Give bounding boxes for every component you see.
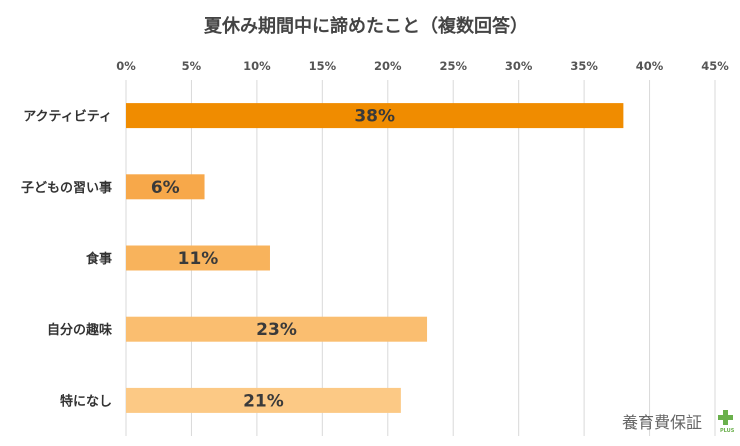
data-label: 23% bbox=[256, 320, 297, 340]
x-axis-ticks: 0% 5% 10% 15% 20% 25% 30% 35% 40% 45% bbox=[116, 59, 729, 73]
x-tick-label: 45% bbox=[701, 59, 729, 73]
x-tick-label: 40% bbox=[636, 59, 664, 73]
gridlines bbox=[125, 80, 716, 436]
data-label: 38% bbox=[354, 107, 395, 127]
x-tick-label: 35% bbox=[570, 59, 598, 73]
bar bbox=[126, 387, 401, 413]
category-label: 自分の趣味 bbox=[47, 322, 112, 338]
x-tick-label: 5% bbox=[182, 59, 202, 73]
bar bbox=[126, 316, 428, 342]
watermark-plus: PLUS bbox=[720, 428, 735, 434]
x-tick-label: 10% bbox=[243, 59, 271, 73]
watermark-logo: 養育費保証 PLUS bbox=[622, 410, 735, 434]
data-label: 6% bbox=[151, 178, 180, 198]
bars bbox=[126, 103, 624, 413]
bar bbox=[126, 103, 624, 129]
data-label: 11% bbox=[178, 249, 219, 269]
category-label: 特になし bbox=[60, 393, 112, 409]
plus-logo-icon bbox=[718, 410, 733, 425]
data-label: 21% bbox=[243, 391, 284, 411]
data-labels: 38% 6% 11% 23% 21% bbox=[151, 107, 395, 412]
x-tick-label: 25% bbox=[439, 59, 467, 73]
bar bbox=[126, 174, 205, 200]
x-tick-label: 30% bbox=[505, 59, 533, 73]
x-tick-label: 0% bbox=[116, 59, 136, 73]
watermark-text: 養育費保証 bbox=[622, 413, 702, 432]
category-label: 子どもの習い事 bbox=[21, 180, 112, 196]
category-label: 食事 bbox=[86, 251, 112, 267]
chart-title: 夏休み期間中に諦めたこと（複数回答） bbox=[204, 15, 528, 37]
bar bbox=[126, 245, 270, 271]
category-label: アクティビティ bbox=[23, 109, 112, 125]
x-tick-label: 20% bbox=[374, 59, 402, 73]
x-tick-label: 15% bbox=[309, 59, 337, 73]
